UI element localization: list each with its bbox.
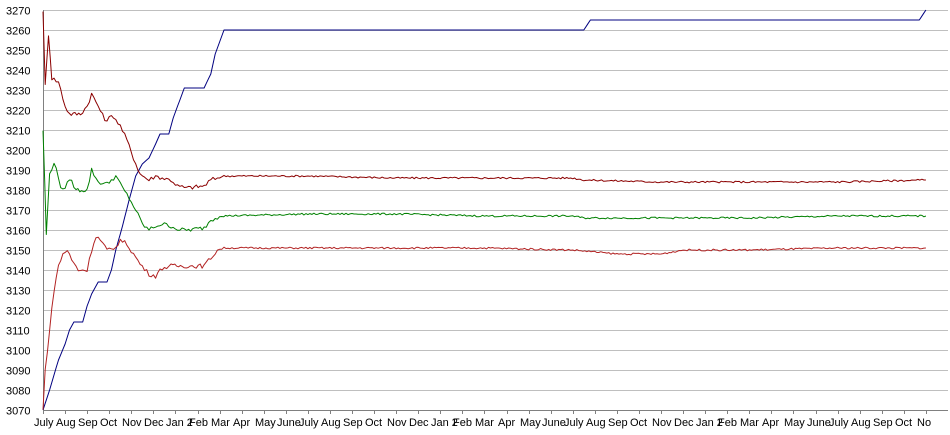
x-tick-label: Aug xyxy=(56,417,76,429)
x-tick-label: Apr xyxy=(498,417,515,429)
y-tick-label: 3150 xyxy=(6,246,30,258)
series-line-2 xyxy=(42,11,926,190)
x-tick-label: Apr xyxy=(233,417,250,429)
y-tick-label: 3270 xyxy=(6,6,30,18)
y-tick-label: 3180 xyxy=(6,186,30,198)
x-tick-label: June xyxy=(277,417,301,429)
y-tick-label: 3210 xyxy=(6,126,30,138)
x-tick-label: Jan 2 xyxy=(696,417,723,429)
y-tick-label: 3170 xyxy=(6,206,30,218)
y-tick-labels: 3070 3080 3090 3100 3110 3120 3130 3140 3150 3160… xyxy=(6,6,30,418)
y-tick-label: 3230 xyxy=(6,86,30,98)
x-tick-label: Mar xyxy=(475,417,494,429)
axes xyxy=(43,10,948,414)
x-tick-label: Sep xyxy=(343,417,363,429)
x-tick-label: Apr xyxy=(762,417,779,429)
x-tick-label: May xyxy=(784,417,805,429)
x-tick-label: June xyxy=(542,417,566,429)
x-tick-label: Sep xyxy=(608,417,628,429)
x-tick-label: July xyxy=(829,417,849,429)
x-tick-label: July xyxy=(564,417,584,429)
series-line-1 xyxy=(42,9,927,411)
x-tick-label: Oct xyxy=(895,417,912,429)
x-tick-label: May xyxy=(255,417,276,429)
y-tick-label: 3160 xyxy=(6,226,30,238)
y-tick-label: 3240 xyxy=(6,66,30,78)
x-tick-label: Nov xyxy=(122,417,142,429)
gridlines xyxy=(43,10,948,411)
series-line-4 xyxy=(42,236,926,410)
x-tick-label: Sep xyxy=(873,417,893,429)
y-tick-label: 3100 xyxy=(6,346,30,358)
x-tick-label: Dec xyxy=(409,417,429,429)
y-tick-label: 3190 xyxy=(6,166,30,178)
y-tick-label: 3220 xyxy=(6,106,30,118)
y-tick-label: 3080 xyxy=(6,386,30,398)
y-tick-label: 3090 xyxy=(6,366,30,378)
y-tick-label: 3250 xyxy=(6,46,30,58)
y-tick-label: 3200 xyxy=(6,146,30,158)
x-tick-label: Oct xyxy=(630,417,647,429)
x-tick-label: Nov xyxy=(652,417,672,429)
x-tick-label: Oct xyxy=(100,417,117,429)
x-tick-label: Jan 2 xyxy=(431,417,458,429)
x-tick-label: Oct xyxy=(365,417,382,429)
y-tick-label: 3070 xyxy=(6,406,30,418)
x-tick-label: Sep xyxy=(78,417,98,429)
x-tick-label: Feb xyxy=(189,417,208,429)
x-tick-label: June xyxy=(807,417,831,429)
x-tick-label: July xyxy=(34,417,54,429)
series-lines xyxy=(42,9,927,411)
x-tick-label: Aug xyxy=(851,417,871,429)
x-tick-label: Dec xyxy=(674,417,694,429)
x-tick-label: Nov xyxy=(387,417,407,429)
x-tick-label: Feb xyxy=(718,417,737,429)
y-tick-label: 3130 xyxy=(6,286,30,298)
x-tick-label: Feb xyxy=(453,417,472,429)
x-tick-label: No xyxy=(917,417,931,429)
series-line-3 xyxy=(42,130,927,235)
x-tick-label: Jan 2 xyxy=(166,417,193,429)
x-tick-label: July xyxy=(299,417,319,429)
y-tick-label: 3110 xyxy=(6,326,30,338)
x-tick-label: Aug xyxy=(321,417,341,429)
y-tick-label: 3120 xyxy=(6,306,30,318)
x-tick-label: May xyxy=(520,417,541,429)
x-tick-label: Dec xyxy=(144,417,164,429)
x-tick-label: Mar xyxy=(211,417,230,429)
x-tick-label: Mar xyxy=(740,417,759,429)
y-tick-label: 3140 xyxy=(6,266,30,278)
y-tick-label: 3260 xyxy=(6,26,30,38)
x-tick-label: Aug xyxy=(586,417,606,429)
